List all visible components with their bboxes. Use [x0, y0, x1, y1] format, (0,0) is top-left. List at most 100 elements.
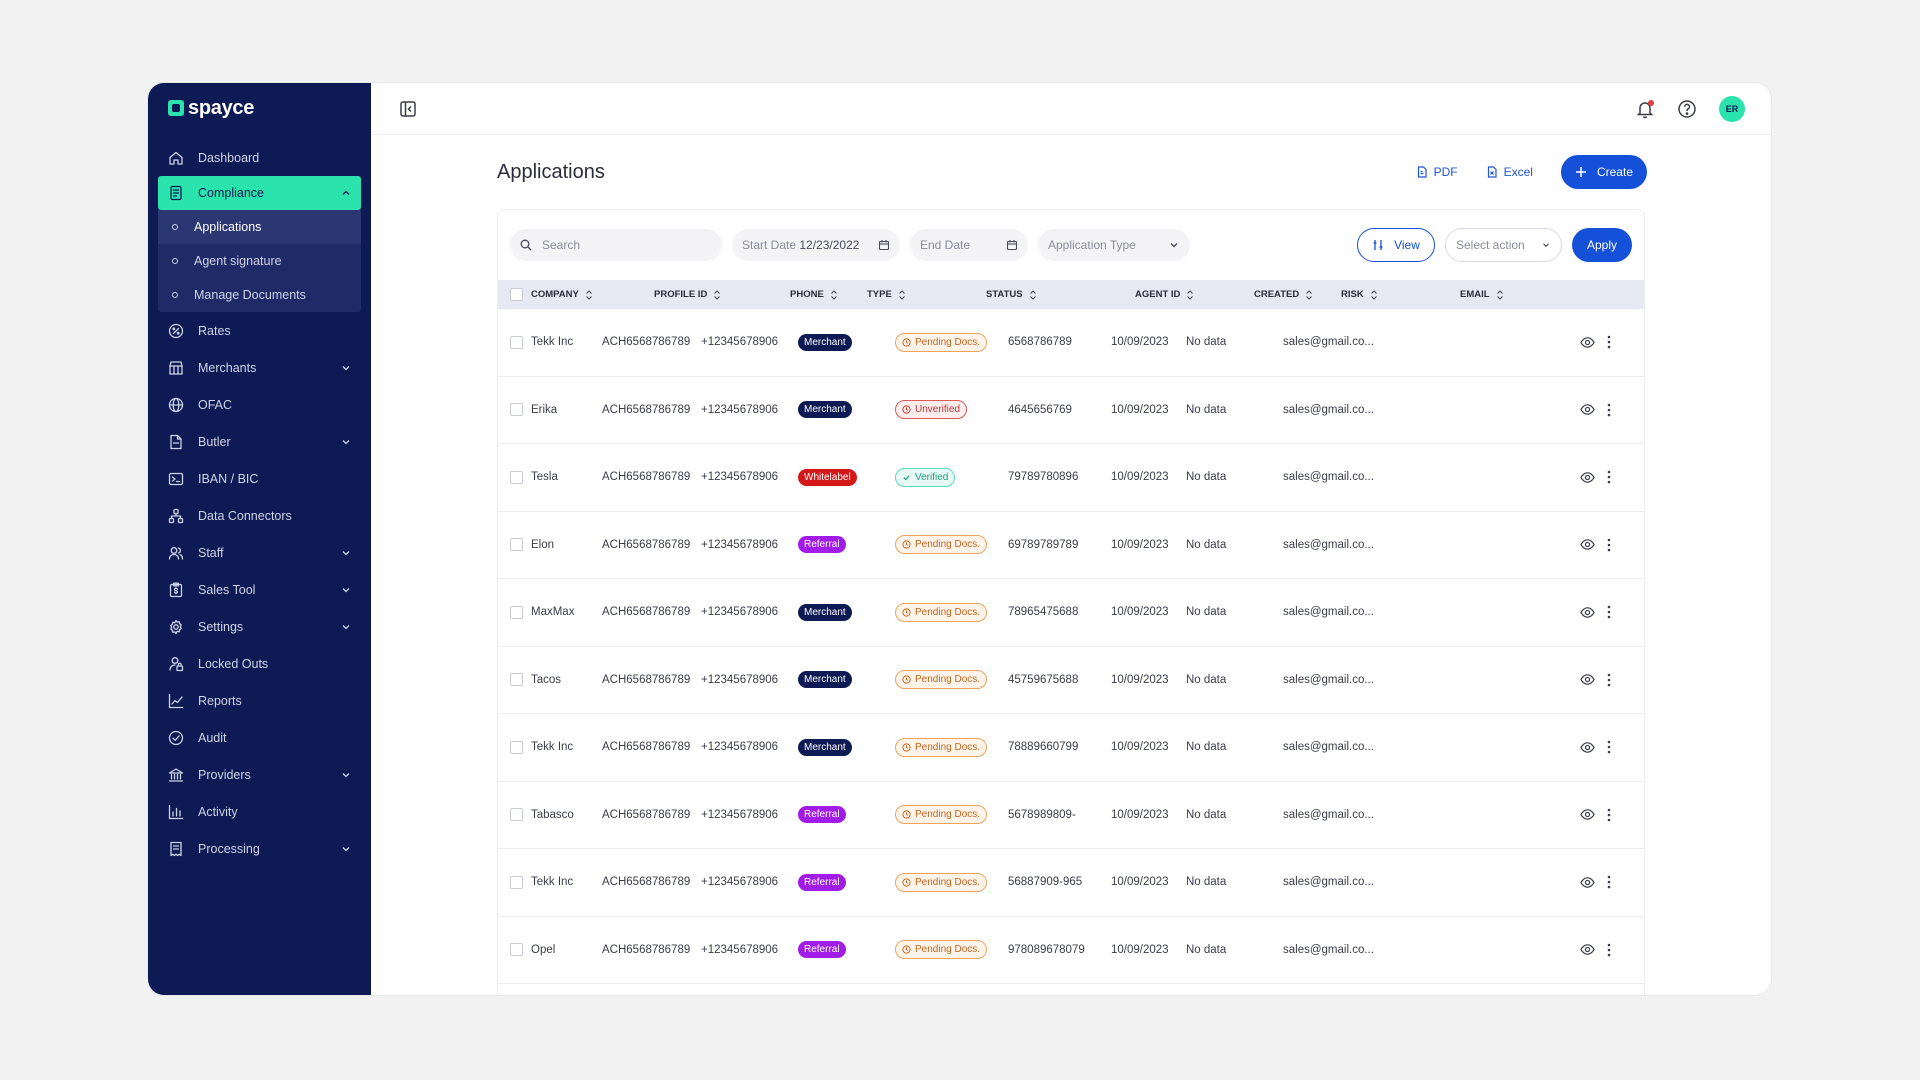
gear-icon [168, 619, 184, 635]
column-risk[interactable]: RISK [1341, 289, 1378, 301]
column-phone[interactable]: PHONE [790, 289, 838, 301]
search-input[interactable]: Search [510, 229, 722, 261]
view-button[interactable]: View [1357, 228, 1435, 262]
more-vertical-icon[interactable] [1607, 740, 1611, 754]
column-agent-id[interactable]: AGENT ID [1135, 289, 1194, 301]
eye-icon[interactable] [1580, 672, 1595, 687]
help-icon[interactable] [1677, 99, 1697, 119]
clock-icon [902, 675, 911, 684]
row-checkbox[interactable] [510, 538, 523, 552]
select-action-dropdown[interactable]: Select action [1445, 228, 1562, 262]
sidebar-item-label: Activity [198, 804, 238, 819]
cell-created: 10/09/2023 [1111, 943, 1169, 956]
create-button[interactable]: Create [1560, 155, 1647, 189]
sidebar-item-providers[interactable]: Providers [148, 756, 371, 793]
select-all-checkbox[interactable] [510, 288, 523, 301]
row-checkbox[interactable] [510, 875, 523, 889]
eye-icon[interactable] [1580, 807, 1595, 822]
table-row[interactable]: Erika ACH6568786789 +12345678906 Merchant Un… [498, 377, 1644, 444]
sidebar-item-ofac[interactable]: OFAC [148, 386, 371, 423]
sidebar-item-butler[interactable]: Butler [148, 423, 371, 460]
end-date-field[interactable]: End Date [910, 229, 1028, 261]
column-email[interactable]: EMAIL [1460, 289, 1504, 301]
sidebar-item-staff[interactable]: Staff [148, 534, 371, 571]
table-row[interactable]: MaxMax ACH6568786789 +12345678906 Merchant P… [498, 579, 1644, 647]
cell-phone: +12345678906 [701, 741, 779, 754]
more-vertical-icon[interactable] [1607, 673, 1611, 687]
sidebar-collapse-icon[interactable] [399, 100, 417, 118]
row-checkbox[interactable] [510, 403, 523, 417]
eye-icon[interactable] [1580, 470, 1595, 485]
select-action-placeholder: Select action [1456, 238, 1525, 252]
notifications-bell-icon[interactable] [1635, 99, 1655, 119]
row-checkbox[interactable] [510, 605, 523, 619]
sidebar-item-merchants[interactable]: Merchants [148, 349, 371, 386]
table-row[interactable]: Tabasco ACH6568786789 +12345678906 Referral… [498, 782, 1644, 849]
eye-icon[interactable] [1580, 335, 1595, 350]
more-vertical-icon[interactable] [1607, 808, 1611, 822]
sidebar-subitem-label: Applications [194, 220, 262, 234]
start-date-field[interactable]: Start Date 12/23/2022 [732, 229, 900, 261]
cell-phone: +12345678906 [701, 606, 779, 619]
more-vertical-icon[interactable] [1607, 403, 1611, 417]
eye-icon[interactable] [1580, 740, 1595, 755]
application-type-select[interactable]: Application Type [1038, 229, 1190, 261]
table-row[interactable]: Tekk Inc ACH6568786789 +12345678906 Merchan… [498, 309, 1644, 377]
sidebar-item-iban-bic[interactable]: IBAN / BIC [148, 460, 371, 497]
row-checkbox[interactable] [510, 740, 523, 754]
sidebar-item-reports[interactable]: Reports [148, 682, 371, 719]
table-row[interactable]: Tesla ACH6568786789 +12345678906 Whitelabel… [498, 444, 1644, 512]
more-vertical-icon[interactable] [1607, 335, 1611, 349]
plus-icon [1575, 167, 1586, 177]
column-created[interactable]: CREATED [1254, 289, 1313, 301]
table-row[interactable]: Tekk Inc ACH6568786789 +12345678906 Referra… [498, 849, 1644, 917]
table-row[interactable]: Opel ACH6568786789 +12345678906 Referral Pen… [498, 917, 1644, 984]
cell-profile-id: ACH6568786789 [602, 538, 691, 551]
more-vertical-icon[interactable] [1607, 875, 1611, 889]
eye-icon[interactable] [1580, 875, 1595, 890]
eye-icon[interactable] [1580, 537, 1595, 552]
sidebar-subitem-manage-documents[interactable]: Manage Documents [158, 278, 361, 312]
sidebar-item-locked-outs[interactable]: Locked Outs [148, 645, 371, 682]
cell-created: 10/09/2023 [1111, 673, 1169, 686]
export-pdf-button[interactable]: PDF [1416, 165, 1458, 179]
more-vertical-icon[interactable] [1607, 470, 1611, 484]
sidebar-item-audit[interactable]: Audit [148, 719, 371, 756]
sidebar-item-dashboard[interactable]: Dashboard [148, 139, 371, 176]
eye-icon[interactable] [1580, 605, 1595, 620]
app-window: spayce Dashboard Compliance Applications Ag… [148, 83, 1771, 995]
eye-icon[interactable] [1580, 402, 1595, 417]
sidebar-item-rates[interactable]: Rates [148, 312, 371, 349]
more-vertical-icon[interactable] [1607, 605, 1611, 619]
column-type[interactable]: TYPE [867, 289, 906, 301]
sidebar-item-sales-tool[interactable]: Sales Tool [148, 571, 371, 608]
column-profile-id[interactable]: PROFILE ID [654, 289, 721, 301]
sidebar-subitem-agent-signature[interactable]: Agent signature [158, 244, 361, 278]
row-checkbox[interactable] [510, 808, 523, 822]
apply-button[interactable]: Apply [1572, 228, 1632, 262]
sidebar-item-compliance[interactable]: Compliance [158, 176, 361, 210]
row-checkbox[interactable] [510, 673, 523, 687]
export-excel-button[interactable]: Excel [1486, 165, 1533, 179]
table-row[interactable]: Elon ACH6568786789 +12345678906 Referral Pen… [498, 512, 1644, 579]
sidebar-item-processing[interactable]: Processing [148, 830, 371, 867]
user-avatar[interactable]: ER [1719, 95, 1745, 122]
sidebar-subitem-applications[interactable]: Applications [158, 210, 361, 244]
table-row[interactable]: Tacos ACH6568786789 +12345678906 Merchant Pe… [498, 647, 1644, 714]
sidebar-item-activity[interactable]: Activity [148, 793, 371, 830]
table-row[interactable]: Tekk Inc ACH6568786789 +12345678906 Merchan… [498, 714, 1644, 782]
sidebar-item-data-connectors[interactable]: Data Connectors [148, 497, 371, 534]
chevron-down-icon [1543, 243, 1549, 248]
column-company[interactable]: COMPANY [531, 289, 593, 301]
more-vertical-icon[interactable] [1607, 943, 1611, 957]
row-checkbox[interactable] [510, 335, 523, 349]
row-checkbox[interactable] [510, 943, 523, 957]
sidebar-item-settings[interactable]: Settings [148, 608, 371, 645]
row-checkbox[interactable] [510, 470, 523, 484]
brand-logo[interactable]: spayce [148, 97, 371, 119]
more-vertical-icon[interactable] [1607, 538, 1611, 552]
column-status[interactable]: STATUS [986, 289, 1037, 301]
sort-icon [585, 289, 592, 300]
search-placeholder: Search [542, 238, 581, 252]
eye-icon[interactable] [1580, 942, 1595, 957]
